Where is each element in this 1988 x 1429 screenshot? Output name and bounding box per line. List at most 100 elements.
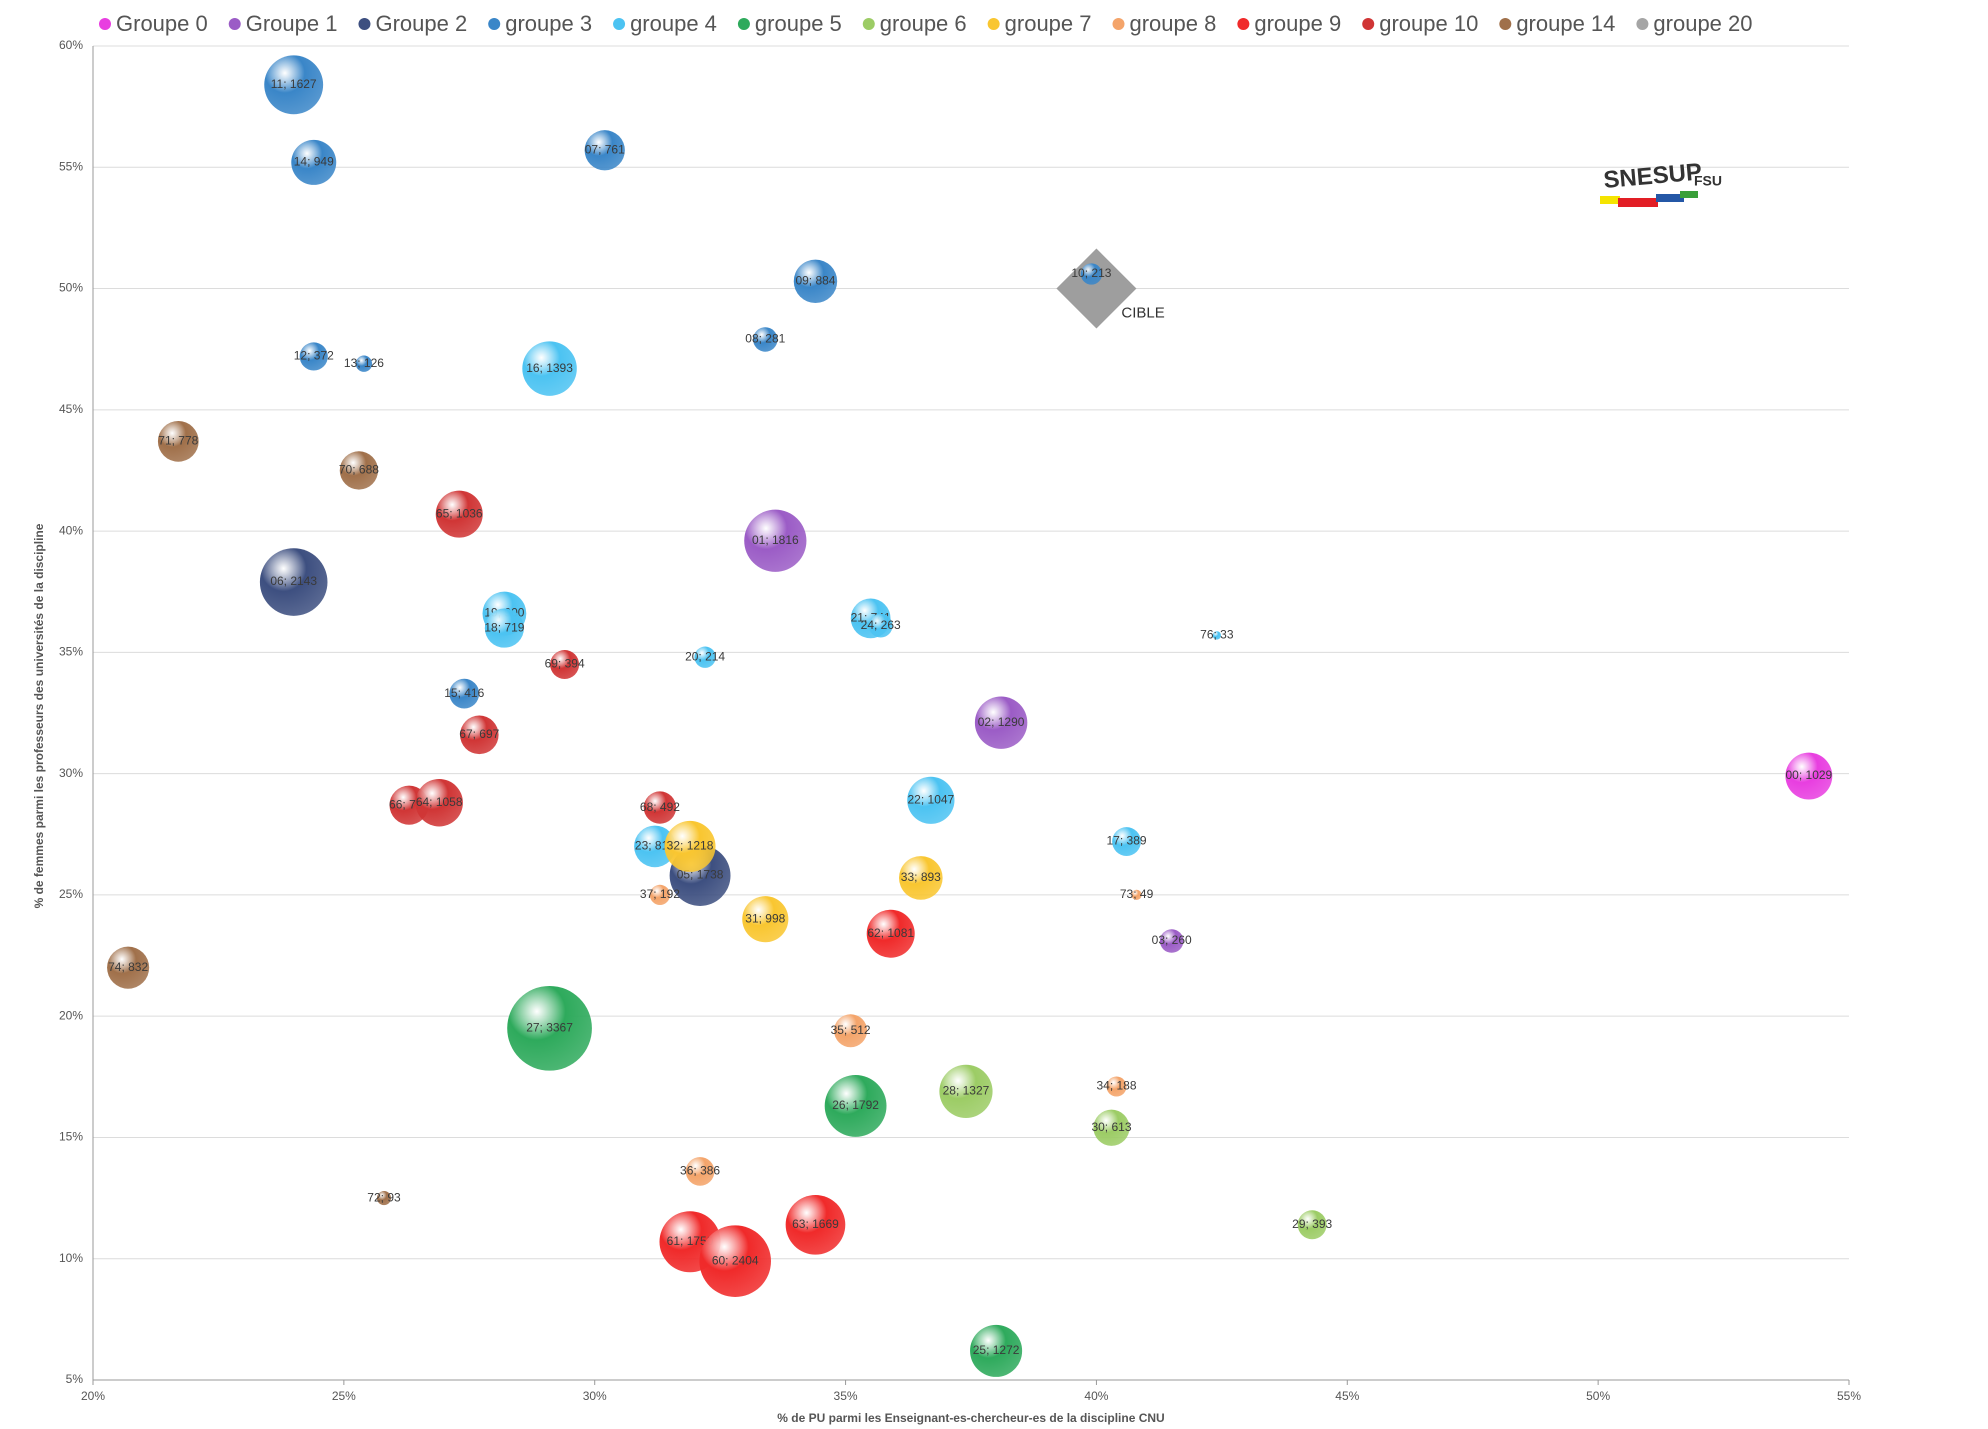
bubble (157, 420, 199, 462)
bubble-label: 10; 213 (1071, 266, 1111, 280)
legend-swatch (987, 18, 1000, 30)
legend-swatch (737, 18, 750, 30)
legend-swatch (488, 18, 501, 30)
bubble-label: 67; 697 (459, 727, 499, 741)
legend-swatch (228, 18, 241, 30)
bubble (1159, 929, 1184, 953)
bubble (753, 327, 778, 352)
y-axis-title: % de femmes parmi les professeurs des un… (32, 523, 46, 908)
bubble-label: 12; 372 (294, 349, 334, 363)
bubble-label: 27; 3367 (526, 1020, 573, 1034)
legend-label: groupe 3 (505, 11, 592, 36)
x-tick-label: 20% (81, 1389, 105, 1403)
bubble-label: 08; 281 (745, 332, 785, 346)
y-tick-label: 35% (59, 645, 83, 659)
bubble-label: 76; 33 (1200, 628, 1234, 642)
bubble (522, 341, 577, 396)
bubble-label: 63; 1669 (792, 1217, 839, 1231)
legend-swatch (1362, 18, 1375, 30)
bubble (291, 139, 337, 185)
bubble-label: 61; 1750 (667, 1234, 714, 1248)
bubble (107, 946, 150, 989)
bubble (643, 791, 677, 824)
bubble (584, 130, 625, 171)
bubble (699, 1225, 771, 1297)
y-tick-label: 60% (59, 38, 83, 52)
bubble (484, 608, 524, 648)
bubble-label: 02; 1290 (978, 715, 1025, 729)
legend-swatch (99, 18, 111, 30)
y-tick-label: 50% (59, 281, 83, 295)
bubble-label: 31; 998 (745, 911, 785, 925)
legend-swatch (1636, 18, 1649, 30)
y-tick-label: 55% (59, 159, 83, 173)
bubble-label: 33; 893 (901, 870, 941, 884)
bubble-label: 24; 263 (861, 618, 901, 632)
bubble-label: 28; 1327 (943, 1084, 990, 1098)
bubble-label: 03; 260 (1152, 933, 1192, 947)
bubble (907, 776, 955, 824)
bubble-label: 13; 126 (344, 356, 384, 370)
bubble (264, 55, 324, 115)
y-tick-label: 15% (59, 1130, 83, 1144)
bubble-label: 09; 884 (795, 273, 835, 287)
legend-swatch (862, 18, 875, 30)
bubble (1212, 631, 1222, 640)
x-tick-label: 30% (583, 1389, 607, 1403)
y-tick-label: 25% (59, 887, 83, 901)
bubble-label: 65; 1036 (436, 506, 483, 520)
legend-label: groupe 10 (1379, 11, 1478, 36)
bubble-label: 73; 49 (1120, 887, 1154, 901)
legend-label: groupe 20 (1653, 11, 1752, 36)
x-tick-label: 55% (1837, 1389, 1861, 1403)
legend-swatch (1112, 18, 1125, 30)
legend-label: groupe 4 (630, 11, 717, 36)
y-tick-label: 30% (59, 766, 83, 780)
bubble (507, 985, 592, 1071)
bubble-label: 37; 192 (640, 887, 680, 901)
bubble-label: 70; 688 (339, 463, 379, 477)
bubble (664, 820, 716, 872)
bubble-label: 07; 761 (585, 142, 625, 156)
legend-label: groupe 5 (755, 11, 842, 36)
bubble (939, 1064, 993, 1118)
legend-label: groupe 7 (1005, 11, 1092, 36)
logo-sub: FSU (1694, 173, 1722, 189)
legend-label: groupe 6 (880, 11, 967, 36)
bubble-label: 26; 1792 (832, 1098, 879, 1112)
bubble (868, 613, 893, 638)
logo-bar (1680, 191, 1698, 198)
bubble (634, 825, 676, 868)
bubble (435, 490, 483, 538)
bubble (376, 1191, 392, 1206)
bubble-label: 15; 416 (444, 686, 484, 700)
bubble-label: 36; 386 (680, 1164, 720, 1178)
bubble (785, 1194, 846, 1255)
bubble-label: 18; 719 (484, 620, 524, 634)
bubble (694, 646, 716, 668)
bubble-label: 64; 1058 (416, 795, 463, 809)
bubble-label: 00; 1029 (1786, 768, 1833, 782)
bubble (834, 1014, 868, 1048)
y-tick-label: 40% (59, 523, 83, 537)
bubble (355, 355, 373, 372)
bubble (824, 1075, 887, 1137)
bubble (793, 259, 838, 303)
bubble (415, 778, 463, 827)
x-tick-label: 40% (1084, 1389, 1108, 1403)
bubble (970, 1324, 1023, 1377)
y-tick-label: 20% (59, 1008, 83, 1022)
bubble-label: 35; 512 (831, 1023, 871, 1037)
x-tick-label: 35% (834, 1389, 858, 1403)
bubble-label: 32; 1218 (667, 839, 714, 853)
x-tick-label: 50% (1586, 1389, 1610, 1403)
bubble (449, 678, 480, 709)
bubble (899, 856, 943, 900)
logo-bar (1600, 196, 1620, 204)
bubble-label: 22; 1047 (908, 792, 955, 806)
bubble-label: 06; 2143 (270, 574, 317, 588)
bubble-label: 14; 949 (294, 155, 334, 169)
bubble (866, 909, 915, 958)
legend-swatch (1237, 18, 1250, 30)
target-diamond (1056, 248, 1137, 329)
